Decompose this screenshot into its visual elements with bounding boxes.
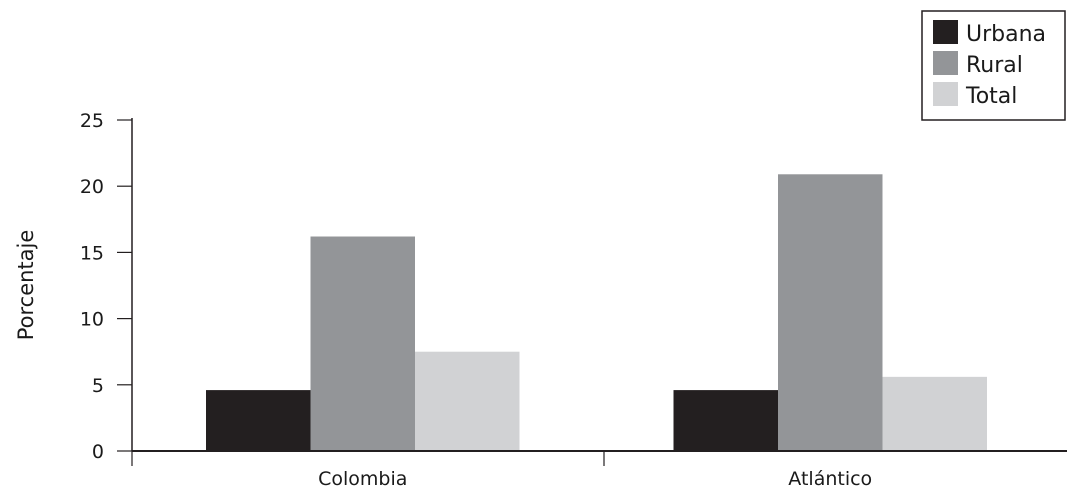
y-tick-label: 5 bbox=[92, 375, 104, 397]
bars-group bbox=[206, 174, 987, 451]
y-tick-label: 0 bbox=[92, 441, 104, 463]
x-category-label: Atlántico bbox=[788, 468, 872, 490]
legend-swatch-rural bbox=[933, 51, 958, 75]
bar-colombia-rural bbox=[311, 237, 416, 451]
legend-label-urbana: Urbana bbox=[966, 22, 1046, 47]
y-ticks-group: 0 5 10 15 20 25 bbox=[80, 110, 132, 463]
bar-atlantico-urbana bbox=[674, 390, 779, 451]
y-tick-label: 10 bbox=[80, 309, 104, 331]
x-category-label: Colombia bbox=[318, 468, 407, 490]
legend: Urbana Rural Total bbox=[922, 11, 1065, 120]
y-tick-label: 20 bbox=[80, 176, 104, 198]
x-labels-group: Colombia Atlántico bbox=[318, 468, 872, 490]
bar-colombia-urbana bbox=[206, 390, 311, 451]
legend-label-total: Total bbox=[965, 84, 1017, 109]
y-tick-label: 15 bbox=[80, 242, 104, 264]
bar-atlantico-total bbox=[883, 377, 988, 451]
bar-colombia-total bbox=[415, 352, 520, 451]
y-tick-label: 25 bbox=[80, 110, 104, 132]
legend-swatch-total bbox=[933, 82, 958, 106]
y-axis-title: Porcentaje bbox=[14, 230, 38, 341]
legend-swatch-urbana bbox=[933, 20, 958, 44]
bar-atlantico-rural bbox=[778, 174, 883, 451]
legend-label-rural: Rural bbox=[966, 53, 1023, 78]
